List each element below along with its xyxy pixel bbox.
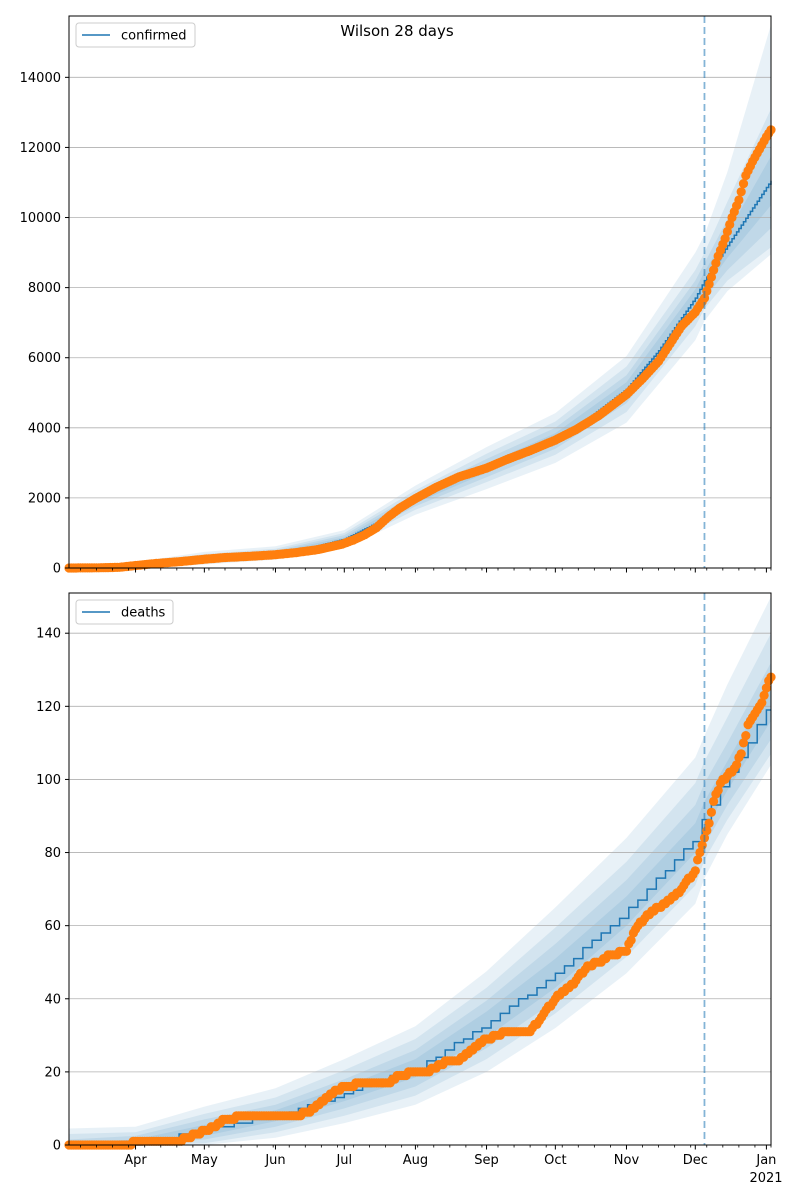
deaths-observed-point [757, 698, 767, 708]
deaths-y-tick-label: 60 [44, 919, 61, 934]
confirmed-legend: confirmed [75, 22, 196, 48]
deaths-y-tick-label: 80 [44, 846, 61, 861]
confirmed-observed-point [704, 279, 714, 289]
deaths-observed-point [713, 785, 723, 796]
deaths-gridlines [69, 632, 771, 1073]
deaths-y-tick-label: 20 [44, 1065, 61, 1080]
deaths-observed-point [704, 818, 714, 828]
confirmed-y-tick-label: 0 [53, 562, 61, 577]
deaths-observed-point [693, 855, 703, 865]
confirmed-legend-label: confirmed [121, 29, 187, 44]
deaths-plot-frame [68, 592, 772, 1146]
deaths-observed-point [621, 946, 632, 956]
confirmed-observed-points [64, 125, 776, 573]
confirmed-observed-point [720, 234, 730, 244]
confirmed-observed-point [722, 226, 733, 237]
x-tick-label: Nov [614, 1153, 640, 1168]
deaths-y-tick-label: 140 [36, 627, 61, 642]
x-tick-label: Aug [403, 1153, 428, 1168]
confirmed-y-tick-label: 12000 [20, 141, 61, 156]
confirmed-observed-point [738, 179, 749, 189]
confirmed-observed-point [736, 187, 746, 197]
deaths-observed-points [64, 672, 776, 1150]
chart-title: Wilson 28 days [340, 22, 454, 40]
confirmed-observed-point [734, 195, 744, 205]
deaths-observed-point [690, 866, 700, 876]
x-tick-label: Sep [474, 1153, 499, 1168]
confirmed-y-axis: 0 2000 4000 6000 8000 10000 12000 14000 [20, 71, 69, 577]
deaths-observed-point [695, 847, 705, 858]
x-tick-label: Dec [683, 1153, 708, 1168]
x-tick-label: Jul [335, 1153, 352, 1168]
x-tick-label: Apr [124, 1153, 147, 1168]
deaths-legend-box [75, 599, 174, 625]
confirmed-y-tick-label: 14000 [20, 71, 61, 86]
deaths-y-tick-label: 40 [44, 992, 61, 1007]
deaths-observed-point [732, 760, 742, 770]
confirmed-observed-point [709, 265, 719, 275]
x-year-label: 2021 [749, 1171, 782, 1186]
deaths-observed-point [709, 796, 719, 807]
deaths-band-inner [69, 684, 771, 1145]
deaths-observed-point [626, 935, 636, 945]
confirmed-plot-frame [68, 15, 772, 569]
deaths-y-axis: 0 20 40 60 80 100 120 140 [36, 627, 69, 1154]
deaths-band-widest [69, 596, 771, 1145]
confirmed-x-axis [80, 568, 772, 573]
confirmed-observed-point [711, 258, 721, 268]
deaths-y-tick-label: 100 [36, 773, 61, 788]
deaths-observed-point [738, 738, 749, 748]
deaths-observed-point [741, 731, 751, 741]
confirmed-y-tick-label: 10000 [20, 211, 61, 226]
deaths-y-tick-label: 120 [36, 700, 61, 715]
deaths-panel: 0 20 40 60 80 100 120 140 Apr May Jun Jul Aug Sep Oct… [36, 592, 783, 1186]
confirmed-band-widest [69, 24, 771, 569]
confirmed-uncertainty-bands [69, 24, 771, 569]
deaths-model-line [69, 709, 771, 1146]
x-tick-label: Jan [755, 1153, 776, 1168]
deaths-observed-point [706, 807, 717, 817]
deaths-band-outer [69, 633, 771, 1145]
x-tick-label: May [191, 1153, 218, 1168]
deaths-observed-point [736, 749, 746, 759]
deaths-model-median-line [69, 709, 771, 1146]
deaths-legend: deaths [75, 599, 174, 625]
confirmed-panel: 0 2000 4000 6000 8000 10000 12000 14000 confirm… [20, 15, 776, 577]
confirmed-observed-point [725, 219, 735, 230]
deaths-observed-point [759, 690, 769, 701]
confirmed-gridlines [69, 76, 771, 499]
confirmed-legend-box [75, 22, 196, 48]
deaths-y-tick-label: 0 [53, 1139, 61, 1154]
x-tick-label: Jun [264, 1153, 285, 1168]
deaths-band-middle [69, 662, 771, 1145]
confirmed-y-tick-label: 8000 [28, 281, 61, 296]
confirmed-y-tick-label: 6000 [28, 351, 61, 366]
deaths-x-axis: Apr May Jun Jul Aug Sep Oct Nov Dec Jan [80, 1145, 776, 1168]
deaths-legend-label: deaths [121, 606, 166, 621]
confirmed-observed-point [706, 272, 717, 282]
confirmed-y-tick-label: 4000 [28, 421, 61, 436]
confirmed-y-tick-label: 2000 [28, 491, 61, 506]
deaths-uncertainty-bands [69, 596, 771, 1145]
x-tick-label: Oct [544, 1153, 566, 1168]
confirmed-observed-point [699, 293, 710, 303]
deaths-observed-point [761, 683, 772, 693]
